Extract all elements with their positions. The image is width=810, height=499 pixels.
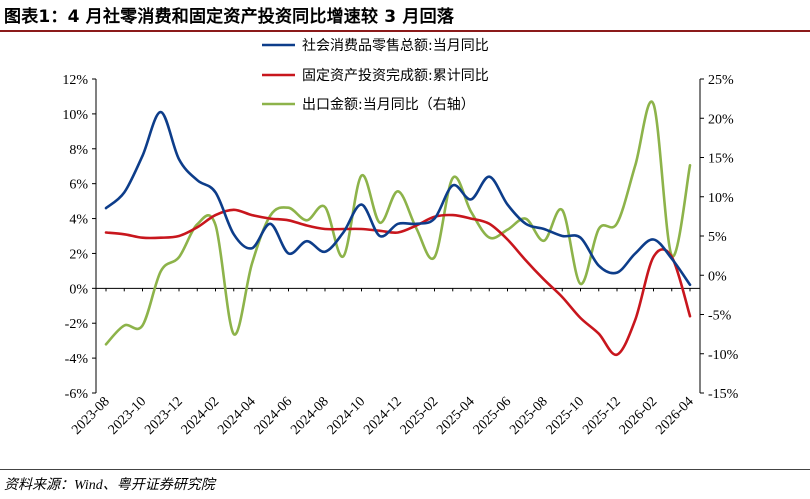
left-tick-label: -2% [65, 317, 89, 332]
right-tick-label: 15% [708, 152, 734, 167]
x-tick-label: 2024-04 [215, 394, 259, 438]
left-tick-label: 8% [69, 143, 88, 158]
source-note: 资料来源：Wind、粤开证券研究院 [4, 478, 215, 493]
x-tick-label: 2025-10 [544, 394, 588, 438]
x-tick-label: 2023-12 [142, 394, 186, 438]
x-tick-label: 2025-12 [580, 394, 624, 438]
legend-label-1: 固定资产投资完成额:累计同比 [302, 68, 489, 84]
legend-label-0: 社会消费品零售总额:当月同比 [302, 38, 489, 54]
series-line-0 [104, 110, 692, 287]
left-tick-label: 0% [69, 282, 88, 297]
title-divider [0, 30, 810, 32]
left-tick-label: 12% [62, 73, 88, 88]
right-tick-label: 5% [708, 230, 727, 245]
chart-legend: 社会消费品零售总额:当月同比固定资产投资完成额:累计同比出口金额:当月同比（右轴… [262, 38, 489, 113]
x-tick-label: 2025-04 [434, 394, 478, 438]
left-tick-label: 10% [62, 108, 88, 123]
chart-title: 图表1：4 月社零消费和固定资产投资同比增速较 3 月回落 [4, 7, 455, 27]
right-tick-label: 20% [708, 112, 734, 127]
x-tick-label: 2024-06 [252, 394, 296, 438]
x-tick-label: 2026-04 [653, 394, 697, 438]
chart-series [104, 100, 692, 356]
x-tick-label: 2023-10 [106, 394, 150, 438]
right-tick-label: -5% [708, 309, 732, 324]
legend-label-2: 出口金额:当月同比（右轴） [302, 97, 475, 113]
footer-divider [0, 469, 810, 470]
x-tick-label: 2024-10 [325, 394, 369, 438]
right-tick-label: 25% [708, 73, 734, 88]
left-tick-label: -4% [65, 352, 89, 367]
x-tick-label: 2024-08 [288, 394, 332, 438]
x-tick-label: 2025-08 [507, 394, 551, 438]
x-tick-label: 2024-12 [361, 394, 405, 438]
x-tick-label: 2026-02 [617, 394, 661, 438]
x-tick-label: 2024-02 [179, 394, 223, 438]
right-tick-label: 0% [708, 269, 727, 284]
right-tick-label: 10% [708, 191, 734, 206]
left-tick-label: 6% [69, 178, 88, 193]
x-tick-label: 2025-06 [471, 394, 515, 438]
left-tick-label: 4% [69, 213, 88, 228]
right-tick-label: -15% [708, 387, 739, 402]
right-tick-label: -10% [708, 348, 739, 363]
chart-canvas: 12% 10% 8% 6% 4% 2% 0% -2% -4% -6% 25% 20% 15% 10% 5% 0… [62, 38, 738, 438]
left-tick-label: 2% [69, 247, 88, 262]
chart-axes: 12% 10% 8% 6% 4% 2% 0% -2% -4% -6% 25% 20% 15% 10% 5% 0… [62, 73, 738, 438]
series-line-1 [104, 208, 692, 356]
x-tick-label: 2025-02 [398, 394, 442, 438]
left-tick-label: -6% [65, 387, 89, 402]
